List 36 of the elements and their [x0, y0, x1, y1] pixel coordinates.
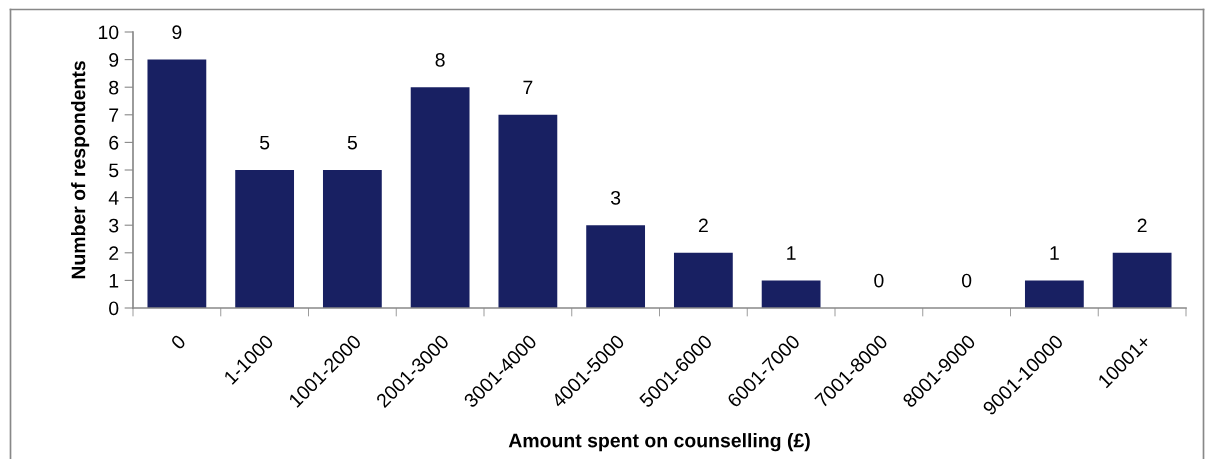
- y-tick-label: 10: [98, 25, 119, 40]
- data-label: 5: [260, 135, 270, 150]
- y-tick-label: 7: [109, 108, 119, 122]
- data-label: 8: [435, 52, 445, 67]
- bar: [322, 170, 382, 308]
- y-tick-label: 4: [108, 191, 119, 205]
- data-label: 7: [523, 80, 533, 95]
- data-label: 2: [1137, 218, 1147, 233]
- data-label: 3: [610, 190, 621, 205]
- y-axis-title: Number of respondents: [71, 61, 90, 279]
- bar: [1112, 252, 1172, 308]
- bar: [673, 252, 733, 308]
- bar: [1024, 280, 1084, 308]
- data-label: 5: [347, 135, 357, 150]
- y-tick-label: 9: [109, 53, 119, 67]
- y-tick-label: 2: [109, 246, 119, 260]
- bar: [498, 114, 558, 308]
- data-label: 1: [787, 246, 796, 260]
- y-tick-label: 6: [109, 135, 119, 150]
- data-label: 0: [874, 273, 884, 288]
- data-label: 9: [172, 25, 182, 40]
- x-tick-label: 0: [170, 333, 187, 351]
- bar: [147, 59, 207, 308]
- bar: [410, 87, 470, 308]
- bar: [586, 225, 646, 308]
- x-axis-title: Amount spent on counselling (£): [508, 433, 810, 452]
- y-tick-label: 0: [109, 301, 119, 316]
- data-label: 1: [1050, 246, 1059, 260]
- data-label: 2: [698, 218, 708, 233]
- y-tick-label: 3: [109, 218, 119, 233]
- bar: [235, 170, 295, 308]
- y-tick-label: 5: [109, 163, 119, 178]
- data-label: 0: [961, 273, 972, 288]
- y-tick-label: 8: [109, 80, 119, 95]
- y-tick-label: 1: [109, 274, 119, 288]
- bar: [761, 280, 821, 308]
